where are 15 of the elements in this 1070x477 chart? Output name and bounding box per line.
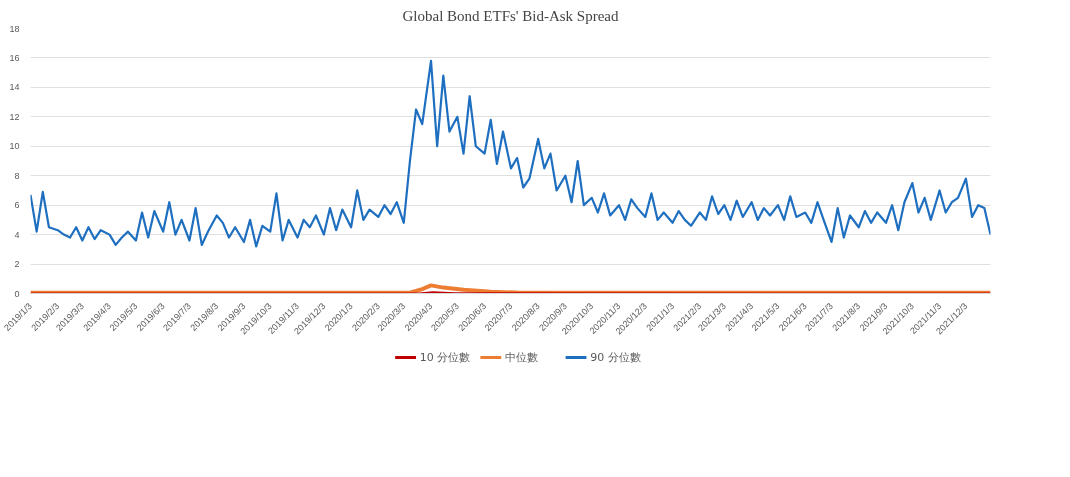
y-tick-label: 0 bbox=[14, 288, 20, 299]
y-tick-label: 18 bbox=[9, 23, 20, 34]
y-tick-label: 4 bbox=[14, 229, 20, 240]
chart-title: Global Bond ETFs' Bid-Ask Spread bbox=[402, 7, 620, 24]
y-tick-label: 16 bbox=[9, 52, 20, 63]
y-tick-label: 6 bbox=[14, 200, 20, 211]
y-tick-label: 14 bbox=[9, 82, 20, 93]
y-tick-label: 10 bbox=[9, 141, 20, 152]
y-tick-label: 8 bbox=[14, 170, 20, 181]
y-tick-label: 12 bbox=[9, 111, 20, 122]
line-series bbox=[30, 59, 991, 248]
legend-label: 10 分位數 bbox=[419, 351, 471, 364]
legend-label: 中位數 bbox=[505, 351, 538, 364]
y-tick-label: 2 bbox=[14, 259, 20, 270]
legend-label: 90 分位數 bbox=[590, 351, 641, 364]
